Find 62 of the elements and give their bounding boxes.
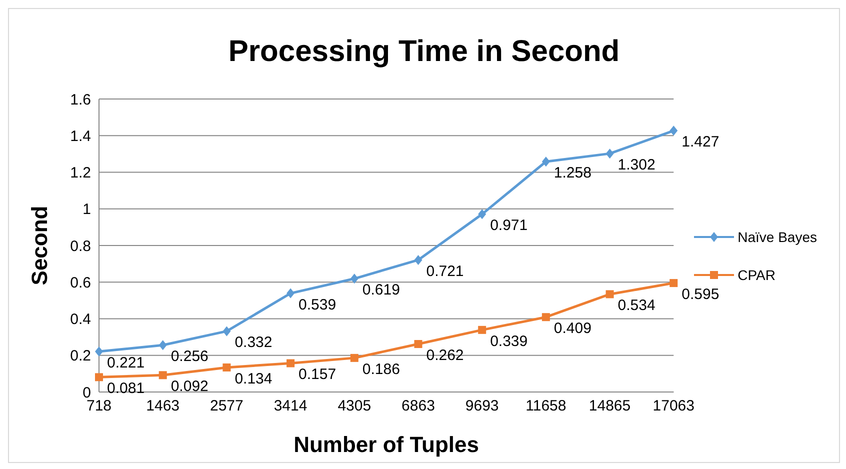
x-tick-label: 9693 xyxy=(465,398,499,415)
x-axis-title: Number of Tuples xyxy=(294,432,480,457)
point xyxy=(286,359,295,368)
point xyxy=(95,373,103,382)
point xyxy=(414,254,422,265)
chart-title: Processing Time in Second xyxy=(227,35,621,70)
data-label: 0.339 xyxy=(490,332,528,350)
y-tick-label: 0.2 xyxy=(70,348,91,365)
data-label: 0.619 xyxy=(362,282,400,299)
data-label: 0.256 xyxy=(170,348,208,366)
data-label: 0.221 xyxy=(107,354,145,372)
data-label: 0.539 xyxy=(298,296,336,314)
x-tick-label: 6863 xyxy=(402,398,435,415)
point xyxy=(95,346,103,357)
data-label: 1.302 xyxy=(618,156,656,174)
data-label: 0.157 xyxy=(298,366,336,384)
x-tick-label: 17063 xyxy=(652,398,694,415)
data-label: 0.971 xyxy=(490,217,528,234)
y-tick-label: 1 xyxy=(82,201,91,218)
data-label: 0.262 xyxy=(426,347,464,364)
data-label: 0.534 xyxy=(618,297,656,314)
x-tick-label: 2577 xyxy=(210,398,244,415)
data-label: 0.134 xyxy=(234,370,272,388)
point xyxy=(158,371,167,380)
legend-label: Naïve Bayes xyxy=(738,229,817,245)
y-tick-label: 1.4 xyxy=(70,128,91,145)
point xyxy=(670,279,678,288)
y-tick-label: 0.8 xyxy=(70,238,91,255)
point xyxy=(286,288,295,298)
point xyxy=(158,340,167,350)
y-tick-label: 1.2 xyxy=(70,164,91,182)
point xyxy=(222,363,231,372)
point xyxy=(478,209,486,220)
legend-label: CPAR xyxy=(738,267,776,283)
x-tick-label: 1463 xyxy=(146,398,180,415)
point xyxy=(542,313,550,322)
point xyxy=(222,326,231,336)
data-label: 0.595 xyxy=(682,286,720,304)
point xyxy=(606,290,614,298)
y-tick-label: 0.4 xyxy=(70,311,91,328)
data-label: 1.427 xyxy=(682,134,720,151)
y-tick-label: 0.6 xyxy=(70,274,91,292)
x-tick-label: 14865 xyxy=(588,398,631,415)
data-label: 1.258 xyxy=(554,164,592,182)
data-label: 0.332 xyxy=(234,334,272,352)
point xyxy=(606,148,614,159)
y-tick-label: 1.6 xyxy=(70,91,91,108)
data-label: 0.409 xyxy=(554,320,592,338)
x-tick-label: 3414 xyxy=(274,398,308,415)
data-label: 0.186 xyxy=(362,360,400,378)
data-label: 0.081 xyxy=(107,380,145,398)
point xyxy=(478,326,486,334)
x-tick-label: 4305 xyxy=(338,398,372,415)
point xyxy=(670,126,678,136)
point xyxy=(542,156,550,167)
point xyxy=(350,354,358,362)
x-tick-label: 11658 xyxy=(526,398,566,415)
data-label: 0.092 xyxy=(170,378,208,396)
y-axis-title: Second xyxy=(26,206,52,286)
point xyxy=(350,274,358,284)
point xyxy=(414,340,422,348)
data-label: 0.721 xyxy=(426,262,464,280)
